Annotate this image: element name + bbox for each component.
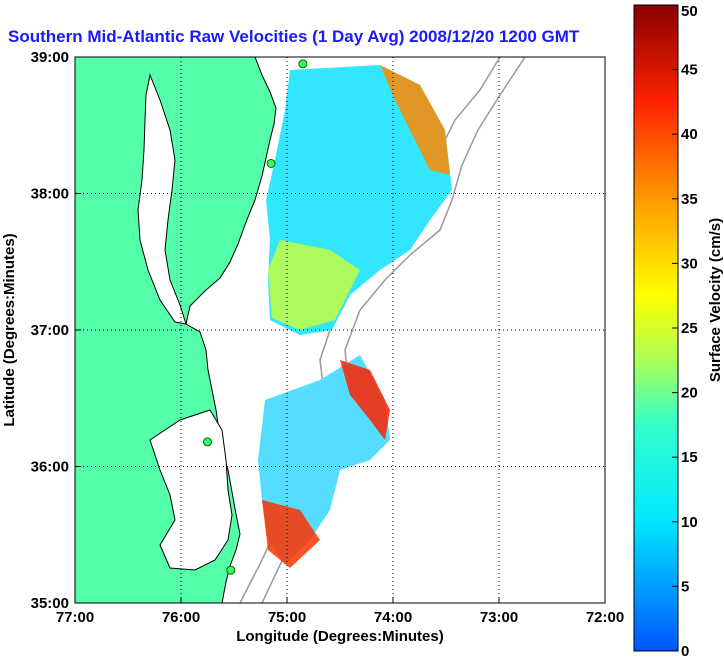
y-tick-label: 39:00 <box>31 49 69 66</box>
x-tick-label: 77:00 <box>56 609 94 626</box>
grid-lines <box>75 57 605 603</box>
colorbar-tick-label: 45 <box>681 62 698 79</box>
colorbar-tick-label: 25 <box>681 320 698 337</box>
station-1 <box>298 59 308 69</box>
velocity-field-north-south <box>268 240 360 330</box>
colorbar-tick-label: 0 <box>681 643 689 659</box>
y-tick-label: 36:00 <box>31 459 69 476</box>
x-tick-label: 75:00 <box>268 609 306 626</box>
station-3 <box>203 437 212 447</box>
colorbar-ticks: 0 5 10 15 20 25 30 35 40 45 50 <box>672 3 698 659</box>
x-tick-label: 76:00 <box>162 609 200 626</box>
chesapeake-bay <box>137 73 187 325</box>
colorbar-tick-label: 5 <box>681 578 689 595</box>
x-tick-label: 74:00 <box>374 609 412 626</box>
colorbar-tick-label: 40 <box>681 126 698 143</box>
velocity-field-north-east <box>380 65 450 175</box>
station-4 <box>226 565 236 575</box>
colorbar-tick-label: 15 <box>681 449 698 466</box>
colorbar-tick-label: 20 <box>681 385 698 402</box>
x-tick-label: 73:00 <box>480 609 518 626</box>
colorbar-label: Surface Velocity (cm/s) <box>707 218 724 382</box>
x-tick-label: 72:00 <box>586 609 624 626</box>
colorbar-tick-label: 10 <box>681 514 698 531</box>
x-axis-label: Longitude (Degrees:Minutes) <box>236 628 444 645</box>
chart-title: Southern Mid-Atlantic Raw Velocities (1 … <box>8 27 580 46</box>
y-tick-label: 37:00 <box>31 322 69 339</box>
stations <box>203 59 308 575</box>
colorbar-tick-label: 35 <box>681 191 698 208</box>
colorbar <box>633 4 679 652</box>
y-tick-label: 38:00 <box>31 186 69 203</box>
pamlico-sound <box>149 409 233 571</box>
velocity-field-south-red <box>262 500 320 568</box>
colorbar-tick-label: 30 <box>681 255 698 272</box>
colorbar-tick-label: 50 <box>681 3 698 20</box>
x-axis-ticks: 77:00 76:00 75:00 74:00 73:00 72:00 <box>56 597 624 626</box>
station-2 <box>266 158 276 168</box>
y-tick-label: 35:00 <box>31 595 69 612</box>
velocity-field-south-red-2 <box>340 360 390 440</box>
y-axis-label: Latitude (Degrees:Minutes) <box>1 233 18 426</box>
y-axis-ticks: 35:00 36:00 37:00 38:00 39:00 <box>31 49 81 612</box>
